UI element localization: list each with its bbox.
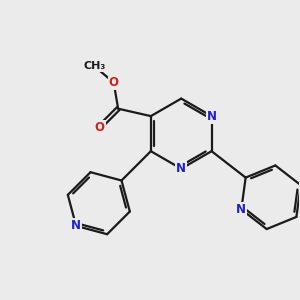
- Text: CH₃: CH₃: [83, 61, 106, 71]
- Text: O: O: [95, 121, 105, 134]
- Text: O: O: [109, 76, 119, 89]
- Text: N: N: [207, 110, 217, 123]
- Text: N: N: [71, 219, 81, 232]
- Text: N: N: [236, 203, 246, 216]
- Text: N: N: [176, 162, 186, 175]
